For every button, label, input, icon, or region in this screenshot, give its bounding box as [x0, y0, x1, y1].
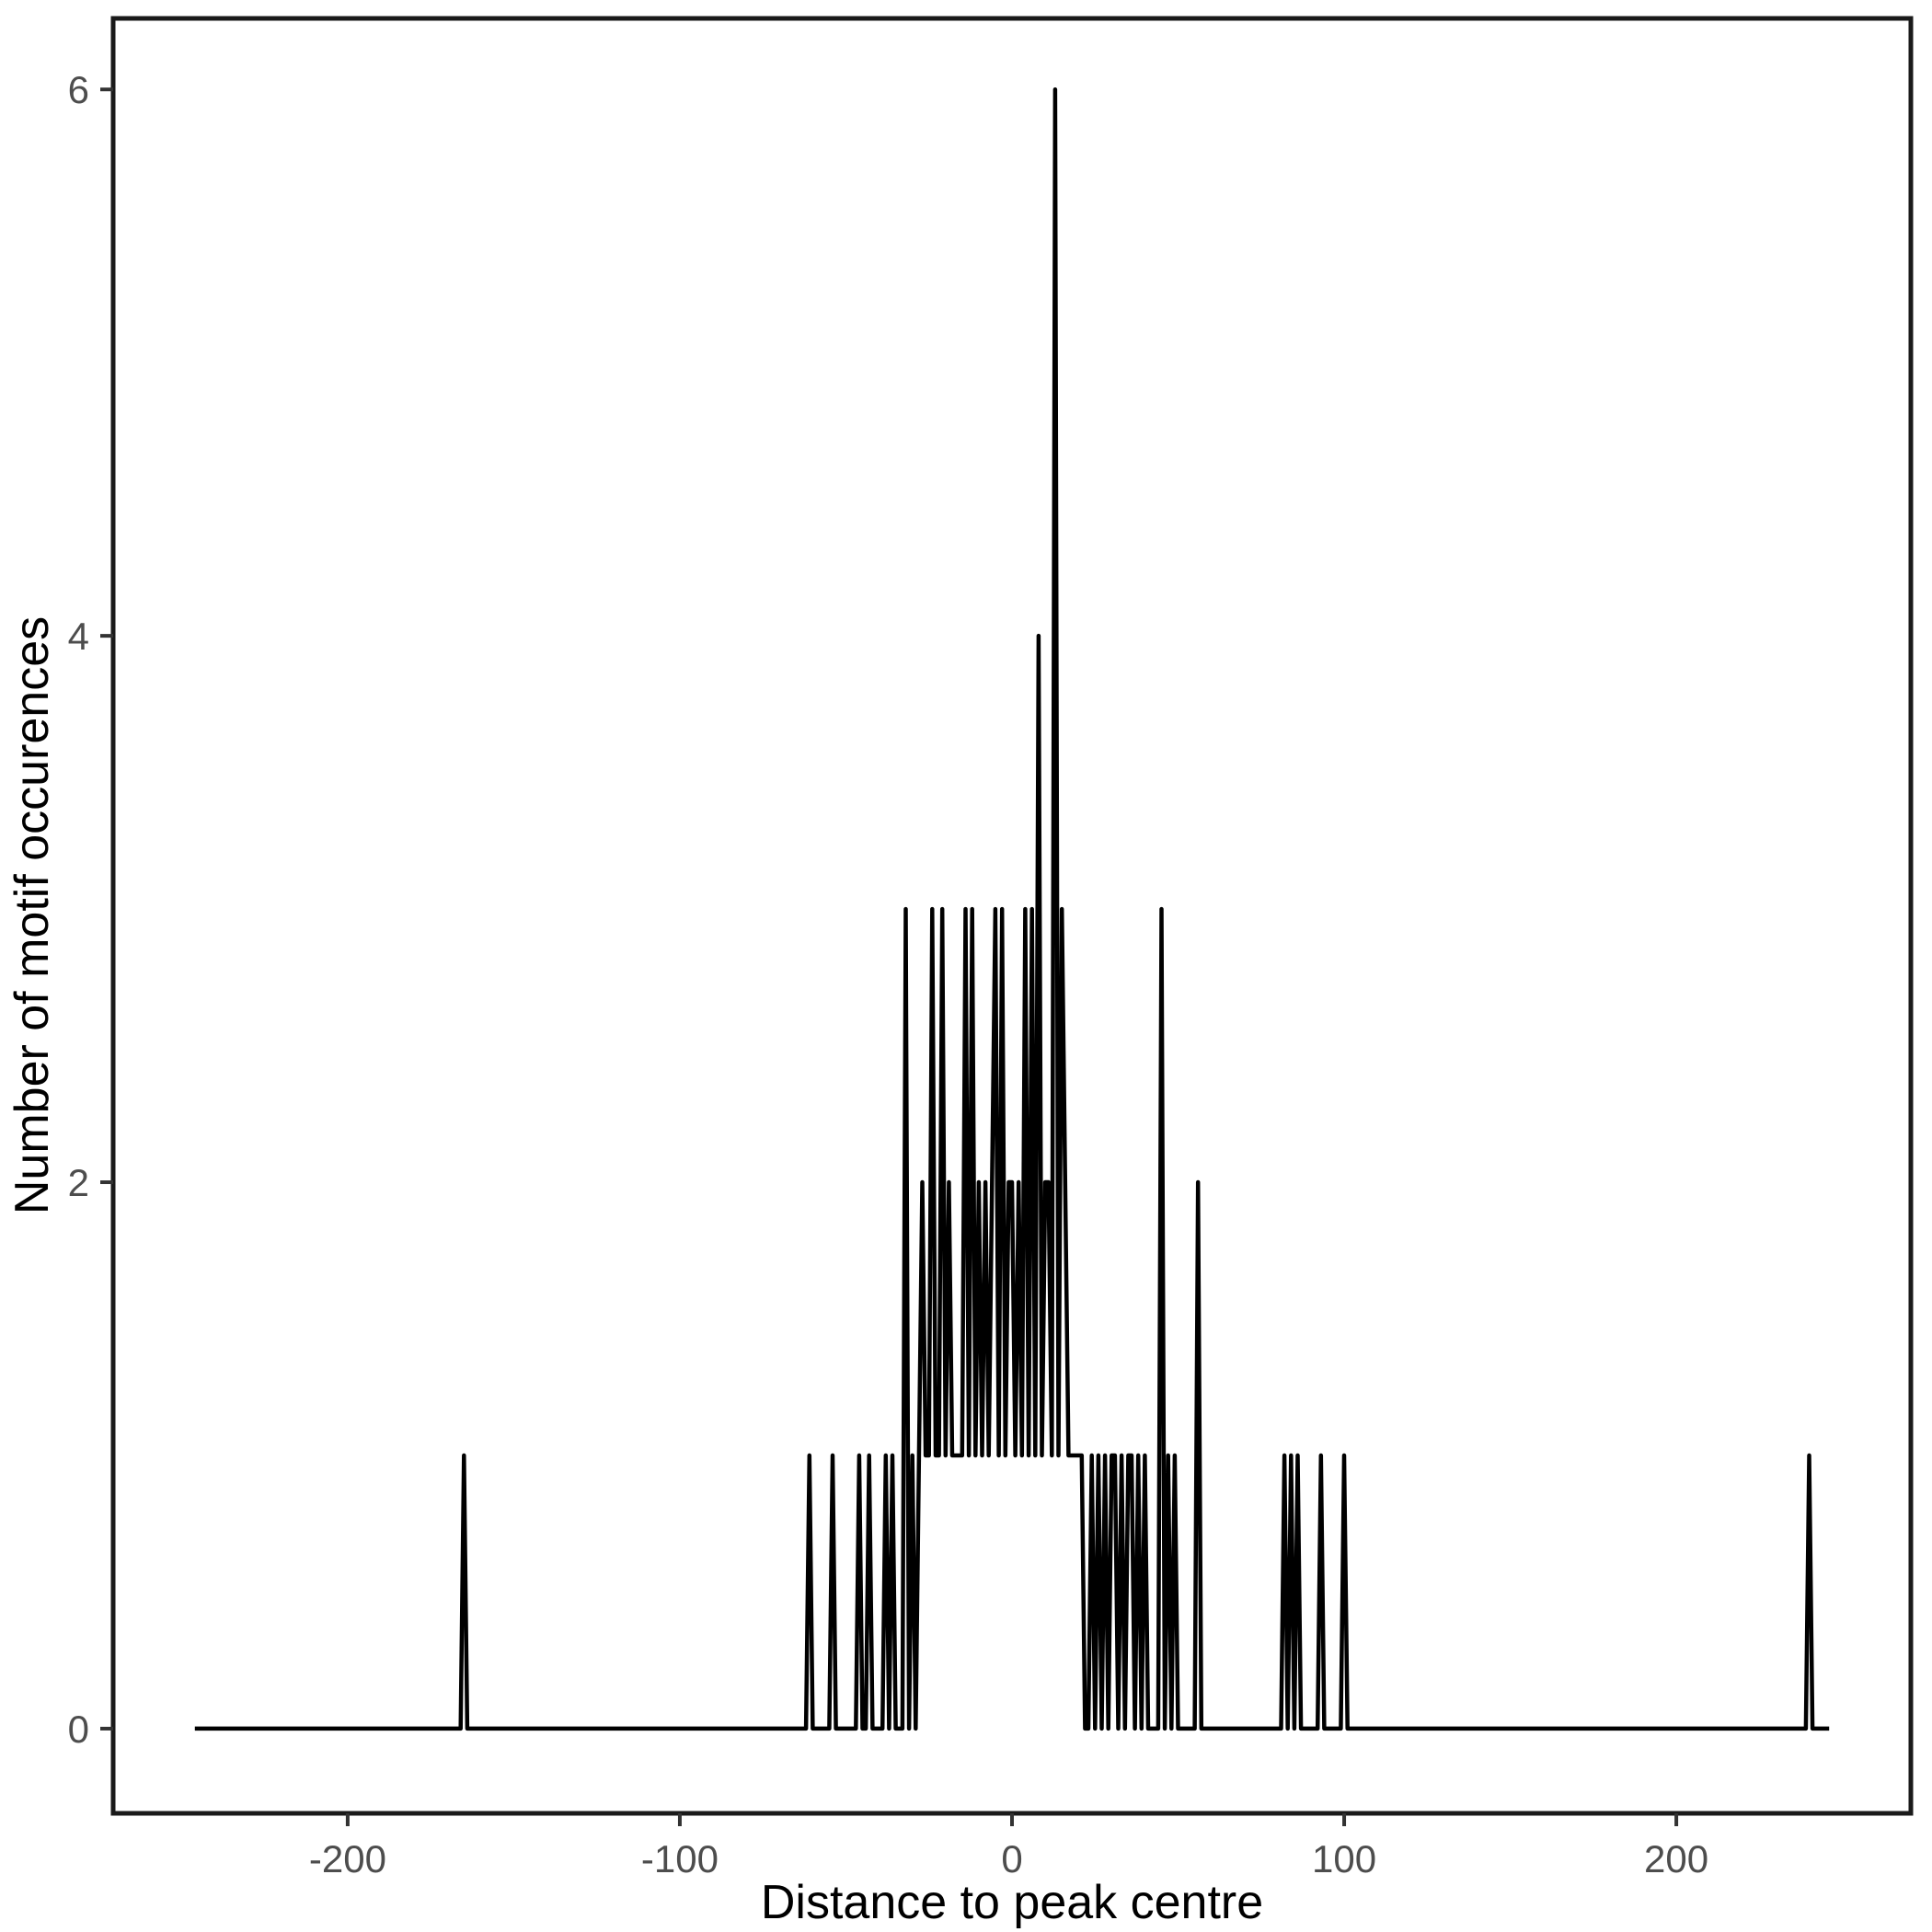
- y-axis-title: Number of motif occurences: [6, 616, 59, 1214]
- x-axis-ticks: -200 -100 0 100 200: [309, 1813, 1708, 1880]
- data-line: [194, 86, 1830, 1731]
- x-tick-label: 0: [1001, 1837, 1022, 1880]
- y-tick-label: 6: [68, 68, 89, 111]
- x-axis-title: Distance to peak centre: [761, 1876, 1263, 1929]
- y-tick-label: 0: [68, 1708, 89, 1751]
- y-tick-label: 2: [68, 1161, 89, 1204]
- plot-panel-border: [110, 16, 1914, 1816]
- x-tick-label: -200: [309, 1837, 386, 1880]
- x-tick-label: 100: [1312, 1837, 1376, 1880]
- x-tick-label: -100: [641, 1837, 719, 1880]
- x-tick-label: 200: [1644, 1837, 1708, 1880]
- y-axis-ticks: 0 2 4 6: [68, 68, 113, 1751]
- y-tick-label: 4: [68, 615, 89, 658]
